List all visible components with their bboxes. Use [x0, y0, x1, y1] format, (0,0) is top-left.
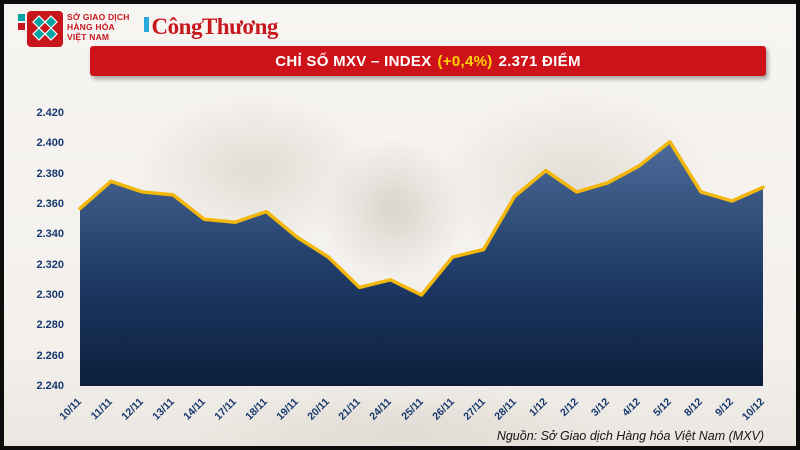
teal-square-icon — [18, 14, 25, 21]
mxv-text-line-1: SỞ GIAO DỊCH — [67, 12, 130, 22]
congthuong-mark-icon — [143, 17, 149, 32]
chart-title-prefix: CHỈ SỐ MXV – INDEX — [275, 52, 432, 70]
y-tick-label: 2.320 — [36, 258, 64, 271]
y-tick-label: 2.420 — [36, 107, 64, 119]
mxv-text-line-3: VIỆT NAM — [67, 32, 110, 43]
y-tick-label: 2.260 — [36, 349, 64, 362]
y-tick-label: 2.240 — [36, 380, 64, 392]
congthuong-logo: CôngThương — [143, 14, 279, 39]
mxv-logo — [27, 11, 63, 47]
mxv-diamonds-icon — [27, 11, 63, 47]
source-note: Nguồn: Sở Giao dịch Hàng hóa Việt Nam (M… — [496, 429, 764, 443]
congthuong-name: CôngThương — [151, 14, 279, 39]
y-tick-label: 2.360 — [36, 198, 64, 210]
chart-title-change: (+0,4%) — [437, 52, 493, 70]
y-tick-label: 2.400 — [36, 137, 64, 150]
mxv-text-line-2: HÀNG HÓA — [67, 22, 115, 33]
y-tick-label: 2.280 — [36, 319, 64, 332]
area-chart-canvas — [78, 140, 765, 386]
chart-title-value: 2.371 ĐIỂM — [498, 52, 581, 70]
mxv-logo-text: SỞ GIAO DỊCH HÀNG HÓA VIỆT NAM — [67, 12, 130, 43]
y-tick-label: 2.340 — [36, 228, 64, 241]
mxv-logo-accent-squares — [18, 14, 25, 32]
red-square-icon — [18, 23, 25, 30]
logo-bar: SỞ GIAO DỊCH HÀNG HÓA VIỆT NAM CôngThươn… — [18, 9, 278, 51]
y-tick-label: 2.300 — [36, 289, 64, 301]
y-tick-label: 2.380 — [36, 167, 64, 180]
mxv-index-chart: 2.240 2.260 2.280 2.300 2.320 2.340 2.360 2.380… — [4, 101, 796, 446]
area-fill — [80, 141, 763, 386]
